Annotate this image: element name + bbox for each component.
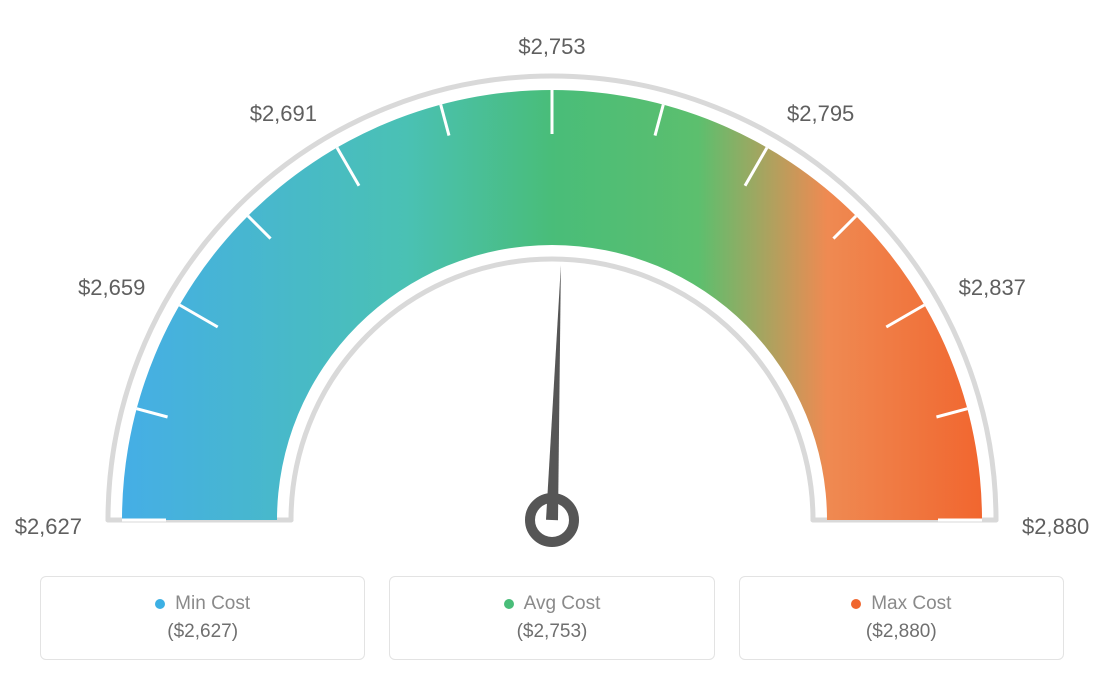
legend-value-max: ($2,880) (866, 621, 937, 643)
gauge-chart: $2,627 $2,659 $2,691 $2,753 $2,795 $2,837 $2,8… (0, 0, 1104, 560)
legend-dot-min (155, 599, 165, 609)
svg-text:$2,691: $2,691 (250, 101, 317, 126)
legend-row: Min Cost ($2,627) Avg Cost ($2,753) Max … (40, 576, 1064, 660)
legend-label-min: Min Cost (175, 593, 250, 615)
legend-card-max: Max Cost ($2,880) (739, 576, 1064, 660)
cost-gauge-widget: $2,627 $2,659 $2,691 $2,753 $2,795 $2,837 $2,8… (0, 0, 1104, 690)
legend-value-min: ($2,627) (167, 621, 238, 643)
svg-text:$2,659: $2,659 (78, 275, 145, 300)
legend-label-row: Avg Cost (504, 593, 601, 615)
svg-text:$2,795: $2,795 (787, 101, 854, 126)
legend-value-avg: ($2,753) (517, 621, 588, 643)
legend-label-row: Min Cost (155, 593, 250, 615)
legend-card-avg: Avg Cost ($2,753) (389, 576, 714, 660)
legend-label-avg: Avg Cost (524, 593, 601, 615)
svg-text:$2,837: $2,837 (959, 275, 1026, 300)
gauge-svg: $2,627 $2,659 $2,691 $2,753 $2,795 $2,837 $2,8… (0, 0, 1104, 560)
svg-text:$2,753: $2,753 (518, 34, 585, 59)
svg-text:$2,880: $2,880 (1022, 514, 1089, 539)
svg-text:$2,627: $2,627 (15, 514, 82, 539)
legend-label-max: Max Cost (871, 593, 951, 615)
legend-dot-max (851, 599, 861, 609)
legend-label-row: Max Cost (851, 593, 951, 615)
legend-card-min: Min Cost ($2,627) (40, 576, 365, 660)
legend-dot-avg (504, 599, 514, 609)
